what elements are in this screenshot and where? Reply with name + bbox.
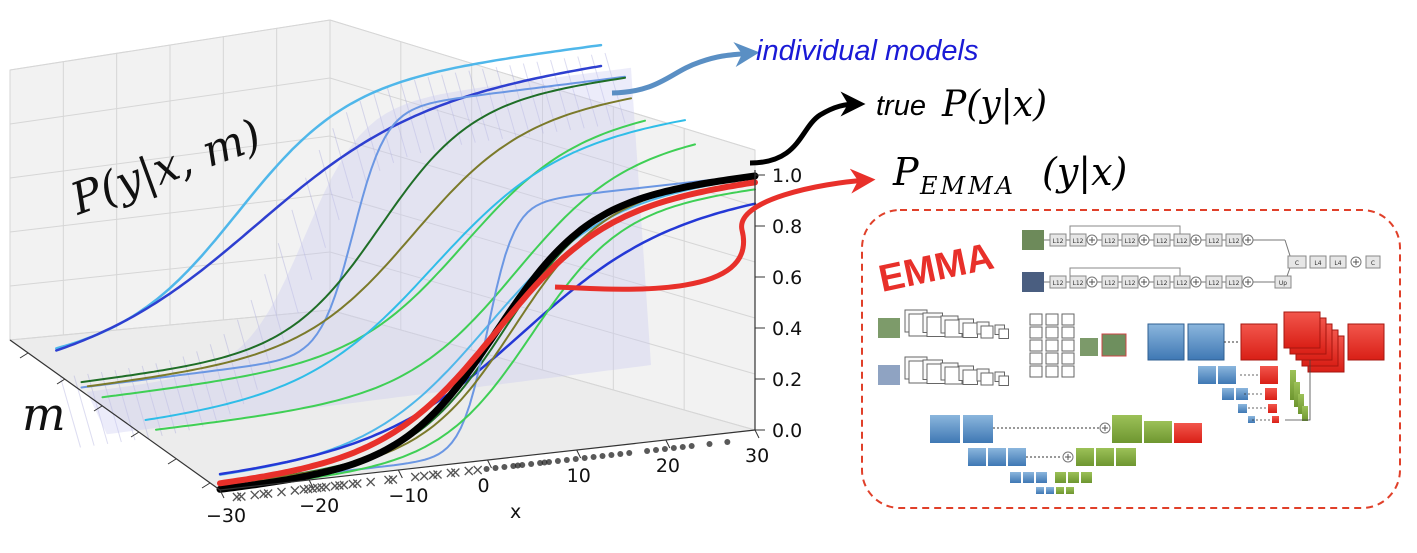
emma-curve: [217, 179, 758, 487]
x-tick-label: 10: [567, 465, 591, 487]
svg-text:L4: L4: [1314, 260, 1321, 267]
conv-diagram: [878, 309, 1127, 386]
model-curve-back-olive: [86, 97, 632, 388]
x-tick-label: 30: [745, 445, 769, 467]
emma-formula-main: P: [892, 150, 920, 194]
svg-text:L12: L12: [1177, 238, 1188, 245]
individual-models-text: individual models: [756, 35, 978, 67]
svg-text:L12: L12: [1073, 238, 1084, 245]
true-prefix-text: true: [876, 90, 926, 122]
emma-annotation: P EMMA (y|x): [554, 150, 1127, 292]
true-formula-text: P(y|x): [941, 84, 1047, 125]
x-axis-label: x: [510, 501, 521, 523]
svg-text:L4: L4: [1334, 260, 1341, 267]
model-curve-mid-cyan: [144, 119, 686, 421]
svg-text:L12: L12: [1229, 238, 1240, 245]
m-axis-label: m: [22, 387, 66, 441]
x-tick-label: 0: [478, 475, 490, 497]
model-curve-back-cyan: [55, 43, 603, 350]
true-arrow: [749, 91, 866, 166]
svg-text:L12: L12: [1209, 238, 1220, 245]
z-tick-label: 1.0: [772, 165, 802, 187]
z-tick-label: 0.4: [772, 318, 802, 340]
x-tick-label: −20: [299, 495, 339, 517]
model-curve-back-green: [101, 119, 646, 399]
svg-text:L12: L12: [1125, 280, 1136, 287]
x-tick-label: 20: [656, 455, 680, 477]
svg-text:L12: L12: [1073, 280, 1084, 287]
svg-text:L12: L12: [1053, 238, 1064, 245]
svg-text:C: C: [1371, 260, 1375, 267]
true-annotation: true P(y|x): [749, 84, 1047, 166]
resnet-diagram: L12 L12 L12 L12 L12 L12 L12 L12 L12 L12 L12 L12 L12 L…: [1022, 225, 1381, 292]
z-tick-label: 0.8: [772, 216, 802, 238]
svg-text:L12: L12: [1105, 280, 1116, 287]
x-tick-label: −30: [206, 505, 246, 527]
data-points: [232, 439, 731, 502]
z-ticks: 0.0 0.2 0.4 0.6 0.8 1.0: [755, 165, 802, 442]
model-curve-mid-green: [155, 143, 696, 431]
z-tick-label: 0.2: [772, 369, 802, 391]
svg-text:L12: L12: [1229, 280, 1240, 287]
individual-models-arrow: [611, 42, 760, 96]
svg-text:L12: L12: [1157, 238, 1168, 245]
emma-panel-border: [861, 209, 1401, 509]
plot-3d-panes: [8, 19, 756, 491]
x-ticks: −30 −20 −10 0 10 20 30: [206, 429, 769, 527]
z-tick-label: 0.6: [772, 267, 802, 289]
emma-arrow: [554, 168, 876, 292]
unet-diagram: [930, 415, 1202, 494]
svg-text:C: C: [1295, 260, 1299, 267]
model-curve-back-darkgreen: [80, 76, 626, 384]
model-curves: [55, 43, 759, 493]
x-tick-label: −10: [388, 485, 428, 507]
encoder-decoder-diagram: [1147, 311, 1385, 423]
svg-text:L12: L12: [1177, 280, 1188, 287]
z-tick-label: 0.0: [772, 420, 802, 442]
model-curve-back-blue: [55, 64, 603, 352]
svg-text:Up: Up: [1279, 280, 1287, 287]
emma-formula-sub: EMMA: [919, 172, 1016, 200]
svg-text:L12: L12: [1125, 238, 1136, 245]
svg-text:L12: L12: [1209, 280, 1220, 287]
svg-text:L12: L12: [1053, 280, 1064, 287]
emma-formula-tail: (y|x): [1042, 150, 1127, 194]
individual-models-annotation: individual models: [611, 35, 978, 96]
model-curve-front-blue: [218, 202, 757, 476]
m-axis-line: [9, 339, 221, 491]
svg-text:L12: L12: [1157, 280, 1168, 287]
svg-text:L12: L12: [1105, 238, 1116, 245]
model-curve-back-steep: [80, 75, 626, 389]
m-ticks: [19, 352, 211, 489]
